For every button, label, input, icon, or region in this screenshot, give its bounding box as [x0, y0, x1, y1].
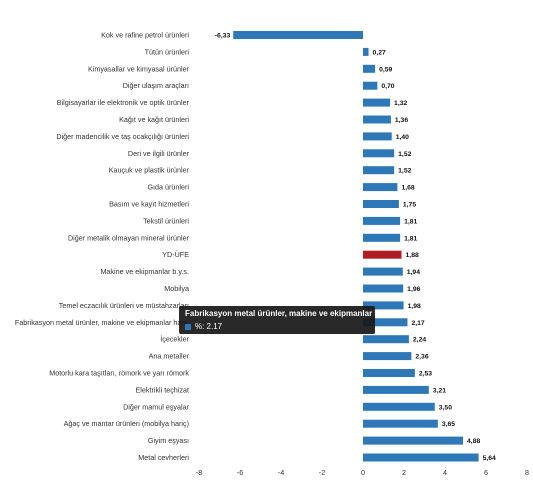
data-label: 0,70 — [381, 83, 394, 90]
x-tick-label: 6 — [484, 468, 488, 477]
bar[interactable] — [363, 369, 415, 377]
tooltip-title: Fabrikasyon metal ürünler, makine ve eki… — [185, 309, 394, 318]
bar[interactable] — [363, 436, 464, 445]
data-label: 3,21 — [433, 387, 446, 394]
bar[interactable] — [363, 81, 378, 90]
data-label: 5,64 — [483, 455, 496, 462]
bar[interactable] — [363, 216, 401, 225]
data-label: 1,32 — [394, 100, 407, 107]
data-label: 1,68 — [401, 185, 414, 192]
x-tick-label: -6 — [237, 468, 243, 477]
category-label: Diğer mamul eşyalar — [123, 402, 190, 411]
bar[interactable] — [363, 419, 438, 428]
data-label: 1,88 — [406, 252, 419, 259]
bars-layer — [233, 31, 479, 462]
bar[interactable] — [363, 149, 395, 158]
category-label: Basım ve kayıt hizmetleri — [109, 200, 189, 209]
bar[interactable] — [363, 166, 395, 175]
category-label: Temel eczacılık ürünleri ve müstahzarlar… — [59, 301, 189, 310]
bar[interactable] — [363, 47, 369, 56]
category-label: Ana metaller — [149, 352, 190, 361]
bar[interactable] — [233, 31, 363, 39]
x-tick-label: 0 — [361, 468, 365, 477]
bar[interactable] — [363, 352, 412, 361]
bar[interactable] — [363, 98, 391, 107]
tooltip-value: %: 2.17 — [195, 322, 223, 331]
data-label: 3,50 — [439, 404, 452, 411]
tooltip-series-swatch — [185, 323, 191, 330]
data-label: 2,53 — [419, 371, 432, 378]
category-label: Tekstil ürünleri — [143, 216, 189, 225]
labels-layer: Kok ve rafine petrol ürünleri -6,33 Tütün … — [15, 31, 496, 463]
category-label: Makine ve ekipmanlar b.y.s. — [100, 267, 189, 276]
tooltip-value-row: %: 2.17 — [185, 321, 369, 332]
data-label: 1,94 — [407, 269, 420, 276]
bar[interactable] — [363, 183, 398, 192]
x-tick-label: 8 — [525, 468, 529, 477]
data-label: 0,27 — [373, 49, 386, 56]
data-label: 1,98 — [408, 303, 421, 310]
category-label: Deri ve ilgili ürünler — [128, 149, 190, 158]
data-label: 4,88 — [467, 438, 480, 445]
bar[interactable] — [363, 385, 429, 394]
bar[interactable] — [363, 318, 408, 327]
data-label: 2,24 — [413, 337, 426, 344]
category-label: Tütün ürünleri — [145, 47, 190, 56]
data-label: 2,36 — [415, 354, 428, 361]
category-label: Gıda ürünleri — [147, 183, 189, 192]
category-label: Kauçuk ve plastik ürünler — [109, 166, 190, 175]
data-label: 1,36 — [395, 117, 408, 124]
data-label: 1,81 — [404, 235, 417, 242]
bar[interactable] — [363, 115, 391, 124]
data-label: 1,96 — [407, 286, 420, 293]
data-label: -6,33 — [215, 33, 231, 40]
bar[interactable] — [363, 132, 392, 141]
data-label: 1,40 — [396, 134, 409, 141]
category-label: Elektrikli teçhizat — [135, 385, 189, 394]
category-label: Giyim eşyası — [148, 436, 189, 445]
category-label: Diğer metalik olmayan mineral ürünler — [68, 233, 190, 242]
category-label: Fabrikasyon metal ürünler, makine ve eki… — [15, 318, 190, 327]
category-label: Ağaç ve mantar ürünleri (mobilya hariç) — [64, 419, 189, 428]
bar[interactable] — [363, 284, 404, 293]
bar[interactable] — [363, 200, 399, 208]
category-label: Diğer ulaşım araçları — [123, 81, 189, 90]
x-tick-label: -2 — [319, 468, 325, 477]
bar[interactable] — [363, 402, 435, 411]
bar[interactable] — [363, 267, 403, 276]
data-label: 1,81 — [404, 218, 417, 225]
x-tick-label: -8 — [196, 468, 202, 477]
bar[interactable] — [363, 233, 401, 242]
x-tick-label: 4 — [443, 468, 447, 477]
x-tick-label: -4 — [278, 468, 284, 477]
chart-tooltip: Fabrikasyon metal ürünler, makine ve eki… — [179, 306, 394, 334]
data-label: 1,75 — [403, 202, 416, 209]
category-label: Kimyasallar ve kimyasal ürünler — [88, 64, 190, 73]
category-label: İçecekler — [160, 335, 189, 344]
category-label: Diğer madencilik ve taş ocakçılığı ürünl… — [56, 132, 189, 141]
data-label: 3,65 — [442, 421, 455, 428]
data-label: 0,59 — [379, 66, 392, 73]
category-label: Metal cevherleri — [138, 453, 189, 462]
bar[interactable] — [363, 301, 404, 310]
category-label: YD-ÜFE — [162, 250, 189, 259]
category-label: Kok ve rafine petrol ürünleri — [101, 31, 189, 40]
bar[interactable] — [363, 64, 376, 73]
bar[interactable] — [363, 250, 402, 259]
bar[interactable] — [363, 335, 409, 344]
category-label: Motorlu kara taşıtları, römork ve yarı r… — [49, 369, 189, 378]
x-tick-label: 2 — [402, 468, 406, 477]
category-label: Bilgisayarlar ile elektronik ve optik ür… — [57, 98, 190, 107]
category-label: Kağıt ve kağıt ürünleri — [119, 115, 189, 124]
data-label: 2,17 — [411, 320, 424, 327]
bar[interactable] — [363, 453, 479, 462]
x-axis: -8 -6 -4 -2 0 2 4 6 8 — [196, 468, 529, 477]
category-label: Mobilya — [164, 284, 189, 293]
data-label: 1,52 — [398, 151, 411, 158]
data-label: 1,52 — [398, 168, 411, 175]
